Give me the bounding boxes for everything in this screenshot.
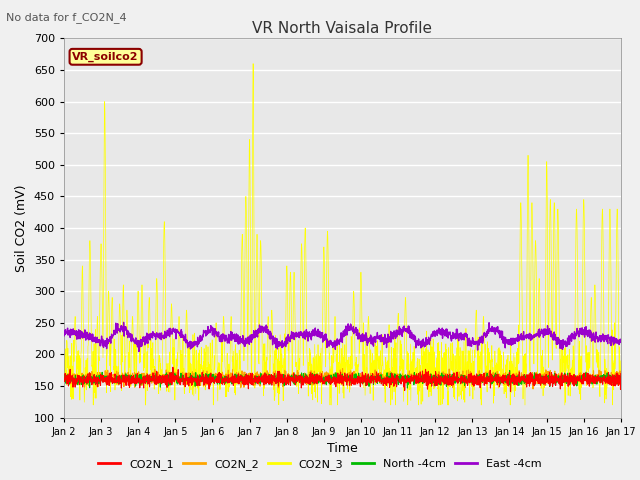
Legend: CO2N_1, CO2N_2, CO2N_3, North -4cm, East -4cm: CO2N_1, CO2N_2, CO2N_3, North -4cm, East… — [93, 455, 547, 474]
Title: VR North Vaisala Profile: VR North Vaisala Profile — [252, 21, 433, 36]
X-axis label: Time: Time — [327, 442, 358, 455]
Text: No data for f_CO2N_4: No data for f_CO2N_4 — [6, 12, 127, 23]
Text: VR_soilco2: VR_soilco2 — [72, 52, 139, 62]
Y-axis label: Soil CO2 (mV): Soil CO2 (mV) — [15, 184, 28, 272]
